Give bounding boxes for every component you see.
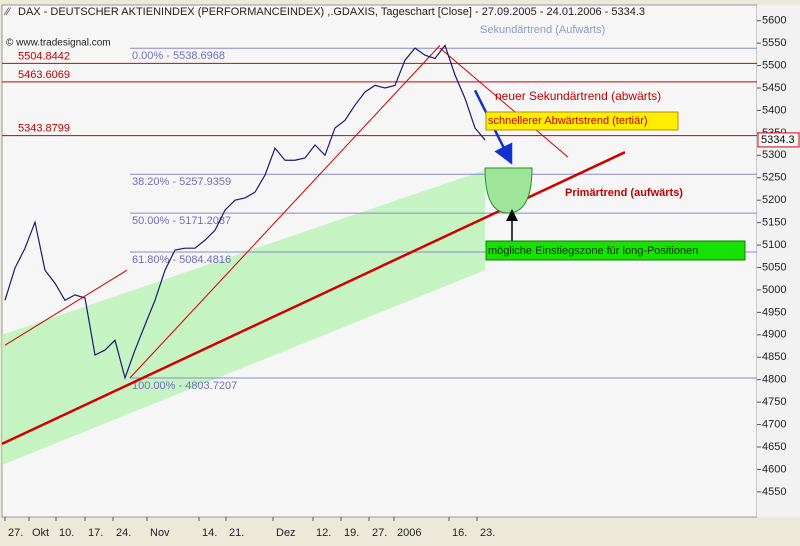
trendline-label: neuer Sekundärtrend (abwärts) [495,89,661,103]
annotation-box [485,111,679,131]
level-label: 5504.8442 [18,50,70,62]
y-tick-label: 5100 [762,239,786,251]
fib-label: 50.00% - 5171.2087 [132,215,231,227]
trendline [439,47,569,158]
fib-label: 0.00% - 5538.6968 [132,50,225,62]
y-tick-label: 5200 [762,194,786,206]
x-tick-label: 24. [116,527,131,539]
y-tick-label: 4750 [762,396,786,408]
trendline-label: Primärtrend (aufwärts) [565,187,683,199]
x-tick-label: Dez [276,527,296,539]
level-label: 5343.8799 [18,123,70,135]
y-tick-label: 5150 [762,217,786,229]
trend-channel [2,170,485,465]
y-tick-label: 4650 [762,441,786,453]
y-tick-label: 4800 [762,374,786,386]
y-tick-label: 5000 [762,284,786,296]
x-tick-label: 19. [344,527,359,539]
x-tick-label: 27. [8,527,23,539]
chart-title: DAX - DEUTSCHER AKTIENINDEX (PERFORMANCE… [18,6,645,18]
fib-label: 61.80% - 5084.4816 [132,254,231,266]
level-label: 5463.6069 [18,69,70,81]
last-price-box [757,132,800,148]
x-tick-label: 2006 [397,527,421,539]
y-tick-label: 5600 [762,15,786,27]
y-tick-label: 5050 [762,261,786,273]
trendline-label: Sekundärtrend (Aufwärts) [480,24,605,36]
last-price-label: 5334.3 [761,134,795,146]
x-tick-label: 14. [202,527,217,539]
y-tick-label: 5250 [762,172,786,184]
annotation-box [485,240,746,261]
y-tick-label: 5500 [762,59,786,71]
x-tick-label: 23. [480,527,495,539]
y-tick-label: 5400 [762,104,786,116]
x-tick-label: 16. [452,527,467,539]
copyright: © www.tradesignal.com [6,38,111,49]
y-tick-label: 4700 [762,418,786,430]
trendline [129,45,441,379]
y-tick-label: 4600 [762,463,786,475]
trendline [4,269,128,346]
entry-zone-label: mögliche Einstiegszone für long-Position… [488,245,698,257]
x-tick-label: 27. [372,527,387,539]
icon: ⁄⁄ [3,6,12,18]
y-tick-label: 4850 [762,351,786,363]
fib-label: 38.20% - 5257.9359 [132,176,231,188]
x-tick-label: 17. [88,527,103,539]
trendline-label: schnellerer Abwärtstrend (tertiär) [488,115,648,127]
y-tick-label: 4900 [762,329,786,341]
x-tick-label: Nov [150,527,170,539]
fib-label: 100.00% - 4803.7207 [132,380,237,392]
y-tick-label: 5550 [762,37,786,49]
x-tick-label: 12. [316,527,331,539]
x-tick-label: Okt [32,527,49,539]
y-tick-label: 4550 [762,486,786,498]
x-tick-label: 10. [59,527,74,539]
y-tick-label: 5450 [762,82,786,94]
x-tick-label: 21. [229,527,244,539]
y-axis-area [757,5,800,517]
y-tick-label: 4950 [762,306,786,318]
y-tick-label: 5300 [762,149,786,161]
price-line [4,44,486,380]
